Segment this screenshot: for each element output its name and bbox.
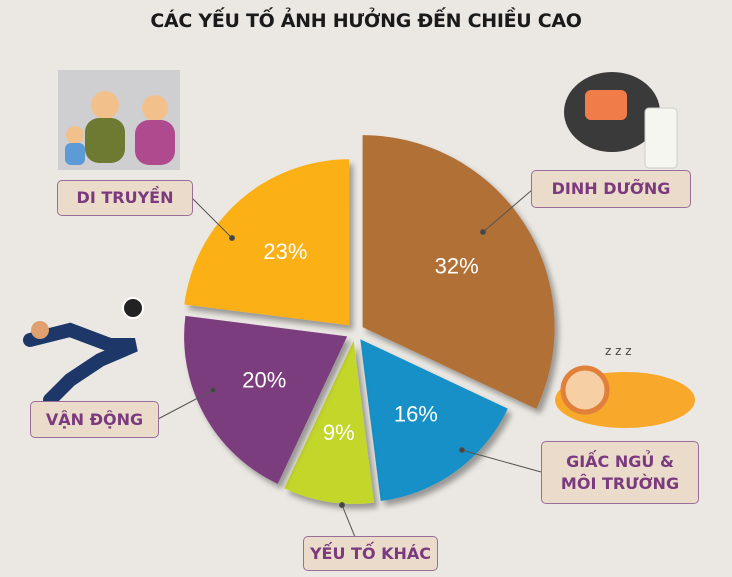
leader-line [157,389,214,420]
leader-arrow-head [229,235,235,241]
pie-slice [284,340,375,504]
illustrations: z z z [23,70,695,428]
slice-data-label: 20% [242,368,286,393]
slice-data-label: 16% [394,402,438,427]
leader-arrow-head [210,387,216,393]
sleeping-child-illustration: z z z [555,344,695,428]
label-dinh-duong: DINH DƯỠNG [531,170,691,208]
slice-data-label: 23% [263,239,307,264]
label-giac-ngu-moi-truong: GIẤC NGỦ & MÔI TRƯỜNG [541,441,699,504]
fast-food-family-illustration [58,70,180,170]
leader-line [482,189,533,233]
label-line-2: MÔI TRƯỜNG [560,473,680,493]
leader-line [461,449,542,473]
pie-slice [184,315,348,484]
leader-arrow-head [339,502,345,508]
chart-title: CÁC YẾU TỐ ẢNH HƯỞNG ĐẾN CHIỀU CAO [150,10,582,32]
pie-slice [184,159,350,326]
pie-slice [360,339,508,501]
leader-line [191,197,233,239]
leader-line [341,504,356,538]
leader-arrow-head [480,229,486,235]
salmon-salad-milk-illustration [564,72,678,169]
pie-slice [362,135,555,409]
soccer-player-illustration [23,297,144,407]
label-line-1: GIẤC NGỦ & [566,451,674,471]
label-di-truyen: DI TRUYỀN [57,180,193,216]
leader-lines [157,189,542,538]
slice-data-label: 32% [435,253,479,278]
label-van-dong: VẬN ĐỘNG [30,401,159,438]
leader-arrow-head [459,447,465,453]
label-yeu-to-khac: YẾU TỐ KHÁC [303,536,438,571]
slice-data-label: 9% [323,420,355,445]
svg-text:z z z: z z z [605,344,632,358]
